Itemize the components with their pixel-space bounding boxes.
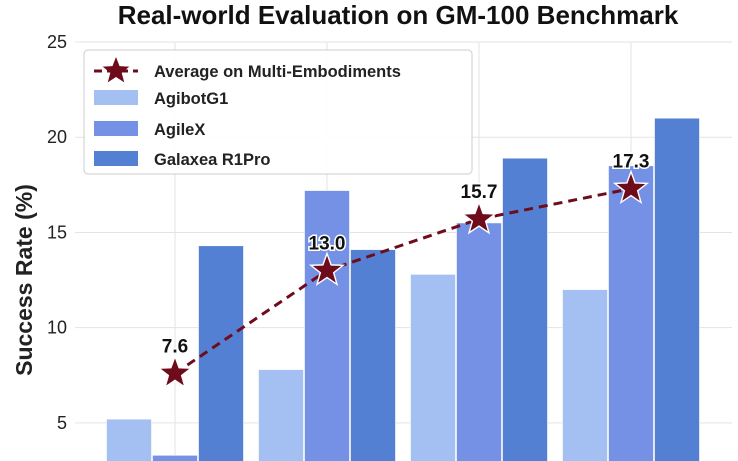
legend-swatch-agibotg1 xyxy=(94,90,138,105)
bar-galaxea-r1pro-3 xyxy=(654,117,700,461)
average-line-group xyxy=(174,187,632,375)
bar-agibotg1-3 xyxy=(562,289,608,461)
average-star-0 xyxy=(156,354,194,389)
bar-agilex-2 xyxy=(456,222,502,461)
bar-galaxea-r1pro-2 xyxy=(502,157,548,461)
average-label-3: 17.3 xyxy=(613,152,650,173)
average-markers xyxy=(156,169,650,389)
bar-agilex-0 xyxy=(152,454,198,461)
bar-agilex-1 xyxy=(304,190,350,461)
y-tick-label-0: 5 xyxy=(57,413,67,433)
chart-title: Real-world Evaluation on GM-100 Benchmar… xyxy=(118,0,679,30)
y-tick-label-1: 10 xyxy=(47,318,67,338)
average-star-1 xyxy=(308,251,346,286)
y-tick-label-4: 25 xyxy=(47,32,67,52)
legend-star-average-icon xyxy=(102,57,130,83)
average-label-2: 15.7 xyxy=(461,182,498,203)
y-tick-label-3: 20 xyxy=(47,127,67,147)
average-star-3 xyxy=(612,169,650,205)
average-data-labels: 7.6 13.0 15.7 17.3 xyxy=(160,150,651,359)
y-axis-ticks: 5 10 15 20 25 xyxy=(47,32,67,433)
legend-swatch-galaxea-r1pro xyxy=(94,151,138,166)
bar-agibotg1-0 xyxy=(106,418,152,461)
legend-label-agibotg1: AgibotG1 xyxy=(154,90,228,108)
y-tick-label-2: 15 xyxy=(47,222,67,242)
legend-swatch-agilex xyxy=(94,121,138,136)
y-axis-label: Success Rate (%) xyxy=(11,184,37,376)
average-star-2 xyxy=(460,200,498,235)
legend-label-agilex: AgileX xyxy=(154,121,205,139)
average-label-1: 13.0 xyxy=(309,234,346,255)
legend-label-galaxea-r1pro: Galaxea R1Pro xyxy=(154,151,270,169)
average-line xyxy=(174,187,632,375)
legend-label-average: Average on Multi-Embodiments xyxy=(154,63,401,81)
legend: Average on Multi-Embodiments AgibotG1 Ag… xyxy=(83,49,473,175)
bar-agibotg1-2 xyxy=(410,274,456,461)
bar-agilex-3 xyxy=(608,165,654,461)
average-label-0: 7.6 xyxy=(162,336,188,357)
bar-agibotg1-1 xyxy=(258,369,304,461)
legend-frame xyxy=(83,49,473,175)
bar-galaxea-r1pro-1 xyxy=(350,249,396,461)
